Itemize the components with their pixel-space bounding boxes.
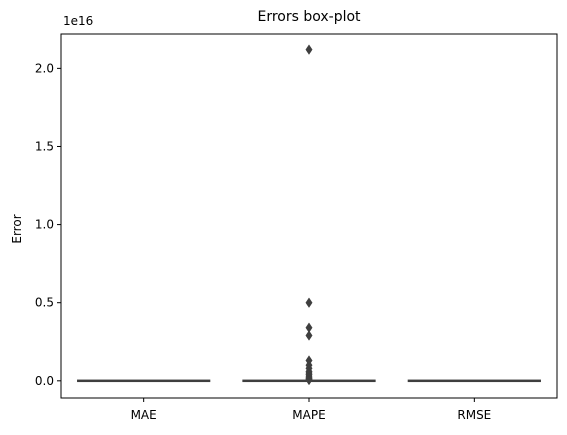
y-tick-label: 1.5 bbox=[35, 139, 54, 153]
outlier-mape bbox=[305, 330, 313, 341]
y-tick-label: 2.0 bbox=[35, 61, 54, 75]
x-tick-label-mape: MAPE bbox=[292, 408, 325, 422]
boxes bbox=[77, 44, 541, 386]
x-tick-label-mae: MAE bbox=[131, 408, 157, 422]
y-tick-label: 0.0 bbox=[35, 374, 54, 388]
outlier-mape bbox=[305, 297, 313, 308]
y-axis-label: Error bbox=[10, 214, 24, 243]
x-tick-label-rmse: RMSE bbox=[457, 408, 491, 422]
y-tick-label: 0.5 bbox=[35, 296, 54, 310]
y-axis-ticks: 0.0 0.5 1.0 1.5 2.0 bbox=[35, 61, 61, 388]
y-tick-label: 1.0 bbox=[35, 218, 54, 232]
outlier-mape bbox=[305, 374, 313, 386]
y-scale-label: 1e16 bbox=[63, 14, 93, 28]
chart-title: Errors box-plot bbox=[257, 9, 361, 25]
outlier-mape bbox=[305, 44, 313, 55]
x-axis-ticks: MAE MAPE RMSE bbox=[131, 398, 491, 422]
plot-frame bbox=[60, 33, 558, 399]
